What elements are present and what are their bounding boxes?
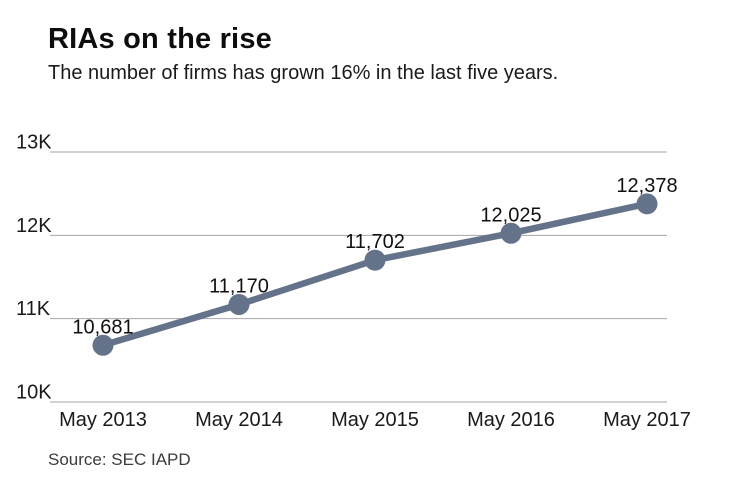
y-tick-label-11k: 11K: [16, 298, 51, 320]
x-tick-label-may-2016: May 2016: [467, 409, 555, 431]
source-note: Source: SEC IAPD: [48, 450, 191, 469]
x-tick-label-may-2015: May 2015: [331, 409, 419, 431]
y-tick-label-10k: 10K: [16, 382, 52, 404]
chart-subtitle: The number of firms has grown 16% in the…: [48, 62, 559, 84]
y-tick-label-13k: 13K: [16, 132, 52, 154]
y-tick-label-12k: 12K: [16, 215, 52, 237]
trend-line: [99, 200, 651, 349]
data-point-marker-may-2013: [92, 334, 114, 356]
data-point-label: 12,025: [480, 204, 541, 226]
data-point-marker-may-2014: [228, 294, 250, 315]
x-tick-label-may-2013: May 2013: [59, 409, 147, 431]
data-point-label: 11,170: [209, 276, 269, 298]
chart-title: RIAs on the rise: [48, 23, 272, 55]
x-tick-label-may-2017: May 2017: [603, 409, 691, 431]
data-point-marker-may-2017: [636, 193, 658, 215]
data-point-label: 11,702: [345, 231, 405, 253]
x-tick-label-may-2014: May 2014: [195, 409, 283, 431]
data-point-label: 12,378: [616, 175, 677, 197]
data-point-marker-may-2016: [500, 222, 522, 244]
data-point-marker-may-2015: [364, 249, 386, 271]
data-point-label: 10,681: [72, 316, 133, 338]
